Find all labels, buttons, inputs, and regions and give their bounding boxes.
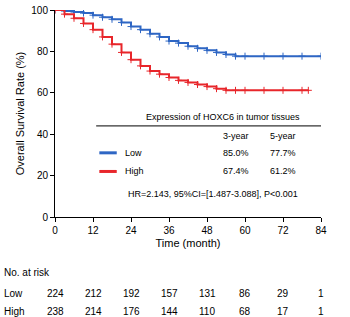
svg-text:192: 192 xyxy=(123,288,140,299)
svg-text:144: 144 xyxy=(161,306,178,317)
svg-text:29: 29 xyxy=(277,288,289,299)
svg-text:176: 176 xyxy=(123,306,140,317)
svg-text:214: 214 xyxy=(85,306,102,317)
svg-text:12: 12 xyxy=(87,225,99,236)
svg-text:36: 36 xyxy=(163,225,175,236)
svg-text:HR=2.143, 95%CI=[1.487-3.088],: HR=2.143, 95%CI=[1.487-3.088], P<0.001 xyxy=(128,189,298,199)
svg-text:77.7%: 77.7% xyxy=(270,148,296,158)
svg-text:86: 86 xyxy=(239,288,251,299)
svg-text:Overall Survival Rate (%): Overall Survival Rate (%) xyxy=(14,52,26,175)
svg-text:157: 157 xyxy=(161,288,178,299)
svg-text:80: 80 xyxy=(37,46,49,57)
svg-text:48: 48 xyxy=(201,225,213,236)
svg-text:100: 100 xyxy=(31,5,48,16)
svg-text:Low: Low xyxy=(4,288,23,299)
svg-text:No. at risk: No. at risk xyxy=(4,267,50,278)
svg-text:1: 1 xyxy=(318,306,324,317)
svg-text:40: 40 xyxy=(37,129,49,140)
svg-text:61.2%: 61.2% xyxy=(270,166,296,176)
svg-text:High: High xyxy=(125,166,144,176)
svg-text:24: 24 xyxy=(125,225,137,236)
svg-text:0: 0 xyxy=(52,225,58,236)
svg-text:Expression of HOXC6 in tumor t: Expression of HOXC6 in tumor tissues xyxy=(146,112,300,122)
svg-text:5-year: 5-year xyxy=(270,131,296,141)
svg-text:Low: Low xyxy=(125,148,142,158)
svg-text:224: 224 xyxy=(47,288,64,299)
svg-text:110: 110 xyxy=(199,306,215,317)
svg-text:212: 212 xyxy=(85,288,102,299)
svg-text:1: 1 xyxy=(318,288,324,299)
svg-text:High: High xyxy=(4,306,25,317)
svg-text:0: 0 xyxy=(42,212,48,223)
svg-text:72: 72 xyxy=(277,225,289,236)
svg-text:85.0%: 85.0% xyxy=(223,148,249,158)
svg-text:20: 20 xyxy=(37,170,49,181)
svg-text:238: 238 xyxy=(47,306,64,317)
svg-text:68: 68 xyxy=(239,306,251,317)
svg-text:60: 60 xyxy=(239,225,251,236)
svg-text:3-year: 3-year xyxy=(223,131,249,141)
svg-text:84: 84 xyxy=(315,225,327,236)
svg-text:Time (month): Time (month) xyxy=(156,237,221,249)
svg-text:67.4%: 67.4% xyxy=(223,166,249,176)
svg-text:17: 17 xyxy=(277,306,289,317)
svg-text:131: 131 xyxy=(199,288,216,299)
svg-text:60: 60 xyxy=(37,87,49,98)
